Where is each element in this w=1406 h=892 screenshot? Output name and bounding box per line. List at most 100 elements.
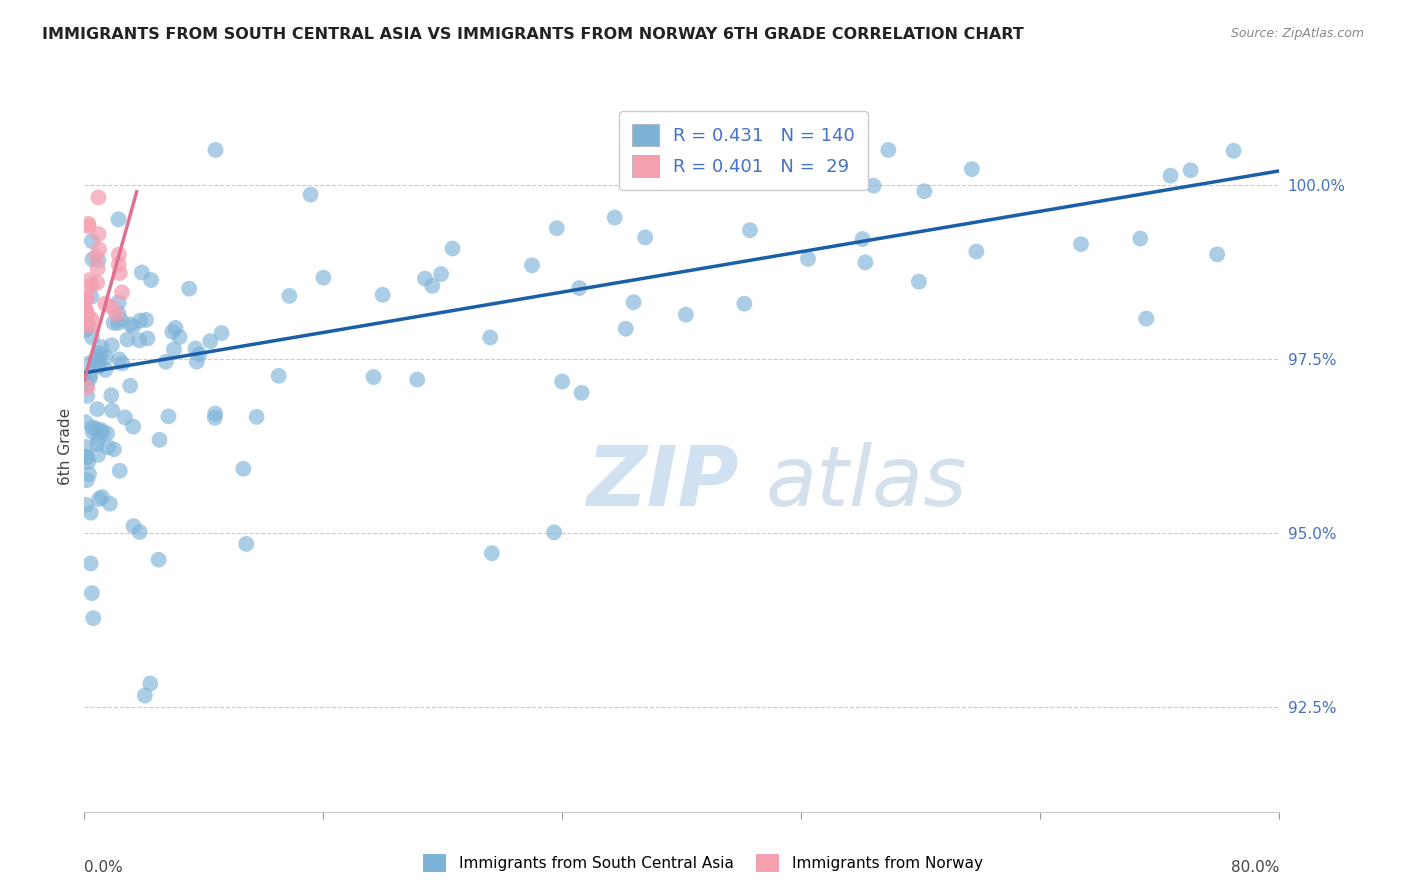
Point: [1129, 231, 1152, 245]
Point: [571, 385, 593, 400]
Point: [157, 409, 180, 424]
Point: [108, 266, 131, 280]
Point: [139, 676, 162, 690]
Point: [87, 227, 110, 241]
Point: [960, 162, 983, 177]
Point: [76, 450, 98, 465]
Point: [204, 410, 226, 425]
Point: [148, 433, 170, 447]
Point: [1070, 237, 1092, 252]
Point: [122, 419, 145, 434]
Point: [117, 333, 139, 347]
Point: [77, 219, 100, 234]
Point: [100, 338, 122, 352]
Point: [108, 464, 131, 478]
Point: [422, 278, 444, 293]
Point: [77, 356, 100, 370]
Point: [122, 319, 145, 334]
Point: [76, 308, 98, 322]
Point: [75, 292, 97, 306]
Point: [77, 467, 100, 481]
Legend: Immigrants from South Central Asia, Immigrants from Norway: Immigrants from South Central Asia, Immi…: [416, 846, 990, 880]
Point: [134, 689, 156, 703]
Point: [371, 287, 394, 301]
Point: [87, 243, 110, 257]
Point: [120, 378, 142, 392]
Point: [797, 252, 820, 266]
Point: [75, 285, 97, 299]
Text: IMMIGRANTS FROM SOUTH CENTRAL ASIA VS IMMIGRANTS FROM NORWAY 6TH GRADE CORRELATI: IMMIGRANTS FROM SOUTH CENTRAL ASIA VS IM…: [42, 27, 1024, 42]
Point: [77, 217, 100, 231]
Point: [107, 212, 129, 227]
Point: [148, 552, 170, 566]
Point: [98, 497, 121, 511]
Text: Source: ZipAtlas.com: Source: ZipAtlas.com: [1230, 27, 1364, 40]
Point: [86, 276, 108, 290]
Point: [86, 437, 108, 451]
Point: [75, 498, 97, 512]
Point: [80, 586, 103, 600]
Point: [75, 305, 97, 319]
Point: [101, 300, 124, 314]
Point: [90, 490, 112, 504]
Point: [851, 232, 873, 246]
Point: [877, 143, 900, 157]
Point: [912, 184, 935, 198]
Point: [87, 346, 110, 360]
Point: [114, 410, 136, 425]
Point: [128, 334, 150, 348]
Point: [568, 281, 591, 295]
Point: [87, 433, 110, 447]
Point: [80, 557, 103, 571]
Point: [100, 388, 122, 402]
Point: [965, 244, 987, 259]
Point: [86, 353, 108, 368]
Point: [634, 230, 657, 244]
Point: [184, 342, 207, 356]
Point: [76, 376, 98, 391]
Point: [211, 326, 233, 340]
Point: [76, 292, 98, 306]
Point: [1206, 247, 1229, 261]
Point: [614, 322, 637, 336]
Point: [82, 611, 104, 625]
Point: [481, 546, 503, 560]
Point: [97, 440, 120, 454]
Point: [120, 318, 142, 332]
Point: [204, 407, 226, 421]
Point: [75, 440, 97, 454]
Point: [169, 330, 191, 344]
Point: [82, 420, 104, 434]
Point: [908, 275, 931, 289]
Point: [110, 312, 132, 326]
Point: [80, 278, 103, 293]
Point: [76, 389, 98, 403]
Point: [84, 422, 107, 436]
Point: [135, 313, 157, 327]
Point: [675, 308, 697, 322]
Point: [1160, 169, 1182, 183]
Point: [551, 375, 574, 389]
Point: [101, 403, 124, 417]
Point: [155, 355, 177, 369]
Point: [79, 273, 101, 287]
Point: [204, 143, 226, 157]
Point: [87, 359, 110, 374]
Point: [413, 271, 436, 285]
Point: [80, 312, 103, 326]
Point: [75, 323, 97, 337]
Point: [80, 330, 103, 344]
Point: [76, 375, 98, 389]
Point: [520, 258, 543, 272]
Text: atlas: atlas: [766, 442, 967, 523]
Point: [90, 340, 112, 354]
Point: [79, 368, 101, 382]
Point: [84, 352, 107, 367]
Point: [87, 448, 110, 462]
Point: [84, 249, 107, 263]
Point: [108, 247, 131, 261]
Point: [107, 258, 129, 272]
Point: [862, 178, 884, 193]
Point: [80, 506, 103, 520]
Point: [441, 242, 464, 256]
